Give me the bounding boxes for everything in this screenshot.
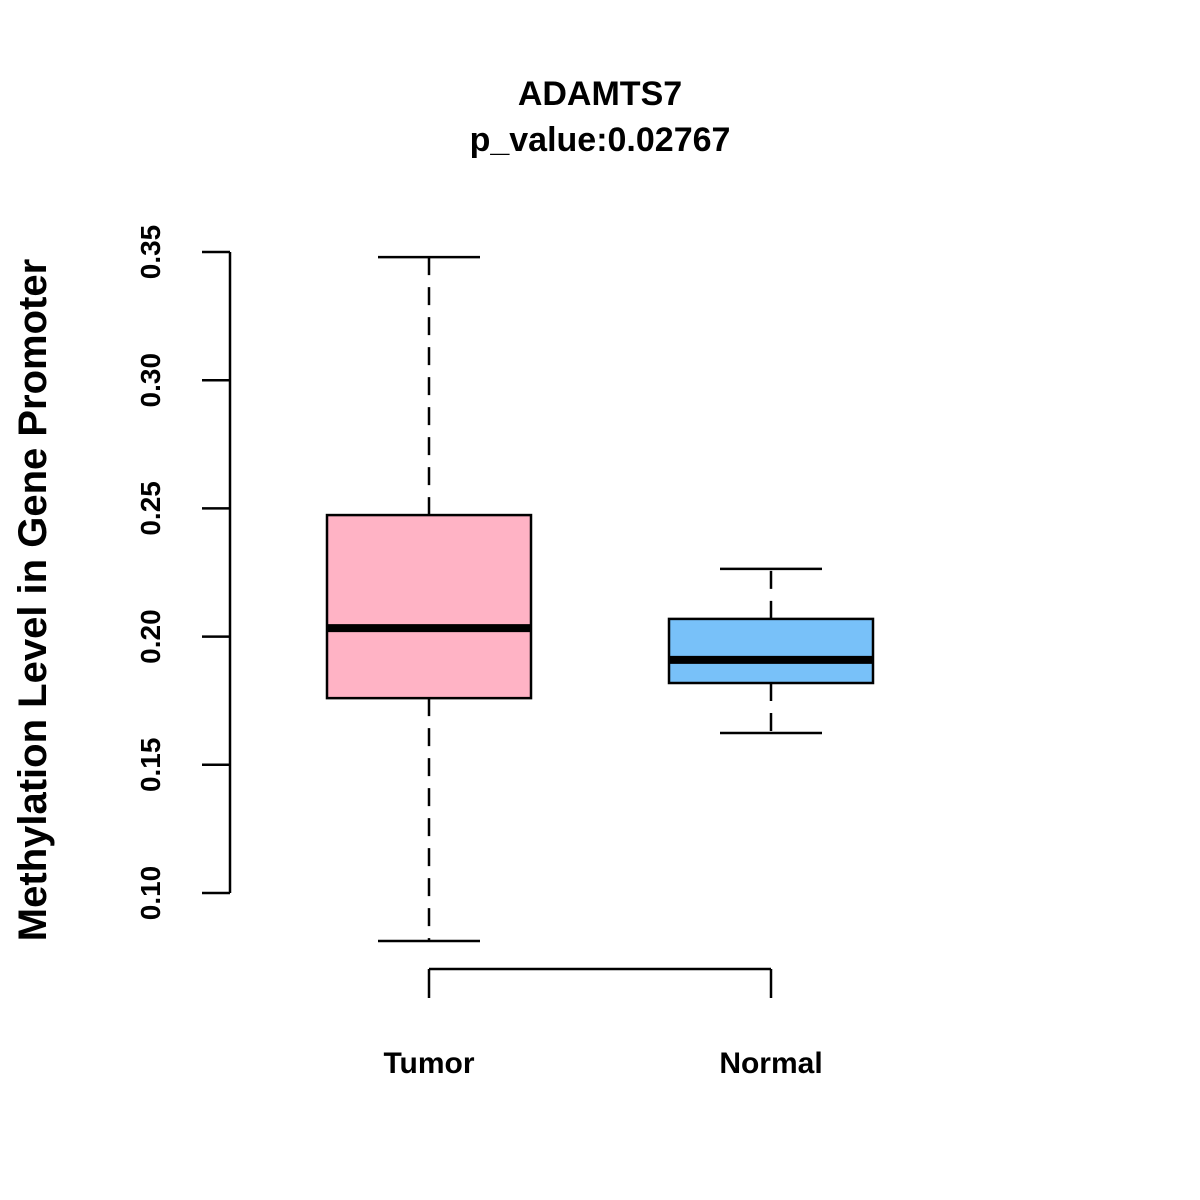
x-axis: Tumor Normal bbox=[383, 967, 823, 1080]
boxes bbox=[325, 255, 875, 943]
x-tick-label: Tumor bbox=[383, 1047, 474, 1080]
y-tick-label: 0.20 bbox=[135, 609, 166, 664]
y-axis: 0.10 0.15 0.20 0.25 0.30 0.35 bbox=[135, 225, 232, 921]
iqr-box bbox=[325, 513, 533, 700]
iqr-box bbox=[667, 617, 875, 685]
y-tick-label: 0.25 bbox=[135, 481, 166, 536]
x-tick-label: Normal bbox=[719, 1047, 822, 1080]
y-tick-label: 0.10 bbox=[135, 866, 166, 921]
box-tumor bbox=[325, 255, 533, 943]
chart-subtitle: p_value:0.02767 bbox=[470, 121, 731, 159]
box-normal bbox=[667, 567, 875, 735]
y-tick-label: 0.35 bbox=[135, 225, 166, 280]
y-tick-label: 0.30 bbox=[135, 353, 166, 408]
y-axis-label: Methylation Level in Gene Promoter bbox=[11, 259, 55, 941]
y-tick-label: 0.15 bbox=[135, 738, 166, 793]
chart-title: ADAMTS7 bbox=[518, 75, 682, 113]
